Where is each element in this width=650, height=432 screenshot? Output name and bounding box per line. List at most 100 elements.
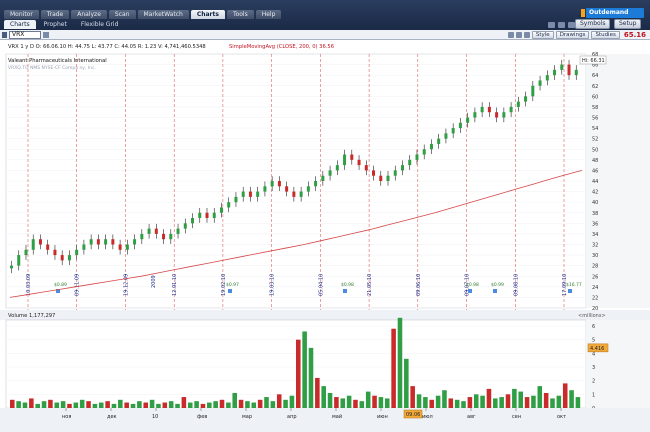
candle-body	[314, 181, 318, 187]
volume-bar	[384, 398, 390, 408]
symbol-input[interactable]: VRX	[9, 31, 41, 39]
candle-body	[89, 239, 93, 245]
volume-bar	[73, 402, 79, 408]
subtab-prophet[interactable]: Prophet	[43, 21, 67, 28]
dividend-label: $0.98	[466, 282, 479, 288]
volume-bar	[245, 401, 250, 408]
volume-bar	[54, 402, 60, 408]
studies-button[interactable]: Studies	[591, 31, 620, 39]
setup-button[interactable]: Setup	[614, 19, 642, 29]
x-tick-label: апр	[287, 414, 297, 420]
subtab-flexible-grid[interactable]: Flexible Grid	[80, 21, 119, 28]
price-tick-label: 44	[592, 179, 598, 185]
candle-body	[212, 212, 216, 219]
primary-tabs: Monitor Trade Analyze Scan MarketWatch Charts…	[4, 10, 283, 19]
x-tick-label: 10	[152, 414, 158, 420]
volume-bar	[118, 399, 123, 408]
grid-icon[interactable]	[568, 22, 575, 28]
dropdown-arrow-icon[interactable]	[43, 32, 49, 38]
candle-body	[567, 64, 571, 76]
volume-tick-label: 1	[592, 392, 595, 398]
volume-bar	[429, 399, 435, 408]
price-and-volume-chart[interactable]: VRX 1 y D O: 66.06.10 H: 44.75 L: 43.77 …	[0, 40, 650, 432]
candle-body	[509, 106, 513, 113]
candle-body	[545, 75, 549, 81]
volume-bar	[251, 402, 257, 408]
last-price: 65.16	[623, 31, 646, 39]
dividend-icon	[468, 289, 472, 293]
top-navigation-bar: Monitor Trade Analyze Scan MarketWatch Charts…	[0, 0, 650, 30]
chart-area[interactable]: VRX 1 y D O: 66.06.10 H: 44.75 L: 43.77 …	[0, 40, 650, 432]
volume-bar	[346, 395, 352, 408]
candle-body	[67, 255, 71, 261]
brand-logo-icon	[581, 9, 585, 17]
style-button[interactable]: Style	[531, 31, 554, 39]
candle-body	[379, 175, 383, 181]
candle-body	[538, 80, 542, 86]
candle-body	[466, 117, 470, 123]
candle-body	[393, 170, 397, 176]
link-icon[interactable]	[558, 22, 565, 28]
volume-bar	[556, 395, 562, 408]
x-tick-label: июн	[377, 414, 388, 420]
tab-scan[interactable]: Scan	[108, 10, 136, 19]
candle-body	[531, 85, 535, 97]
volume-bar	[257, 399, 263, 408]
event-date-label: 17.09.10	[562, 274, 568, 296]
exchange-line: VRXQ.TO NMS NYSE-CF Compa ny, Inc.	[8, 65, 96, 71]
price-tick-label: 62	[592, 84, 598, 90]
volume-bar	[448, 398, 454, 408]
volume-bar	[105, 401, 110, 408]
x-tick-label: дек	[107, 414, 117, 420]
price-tick-label: 30	[592, 253, 598, 259]
volume-bar	[543, 392, 549, 408]
crosshair-icon[interactable]	[515, 32, 522, 38]
subtab-charts[interactable]: Charts	[4, 20, 36, 29]
candle-body	[133, 239, 137, 245]
volume-bar	[276, 394, 282, 408]
tab-analyze[interactable]: Analyze	[71, 10, 107, 19]
candle-body	[386, 175, 390, 181]
candle-body	[343, 154, 347, 166]
volume-bar	[16, 401, 21, 408]
price-tick-label: 46	[592, 168, 598, 174]
volume-bar	[505, 394, 511, 408]
volume-bar	[518, 391, 523, 408]
menu-icon[interactable]	[2, 32, 7, 38]
volume-bar	[435, 395, 441, 408]
price-tick-label: 32	[592, 243, 598, 249]
candle-body	[553, 69, 557, 76]
dividend-label: $0.98	[341, 282, 354, 288]
price-tick-label: 56	[592, 116, 598, 122]
volume-header: Volume 1,177,297	[8, 313, 55, 319]
price-tick-label: 20	[592, 306, 598, 312]
volume-bar	[359, 401, 365, 408]
tab-help[interactable]: Help	[255, 10, 282, 19]
hi-label: Hi: 66.31	[582, 58, 605, 64]
volume-bar	[512, 388, 517, 408]
tab-monitor[interactable]: Monitor	[4, 10, 39, 19]
x-tick-label: окт	[557, 414, 566, 420]
tab-marketwatch[interactable]: MarketWatch	[137, 10, 189, 19]
tab-tools[interactable]: Tools	[226, 10, 254, 19]
volume-bar	[531, 395, 536, 408]
tab-charts[interactable]: Charts	[190, 10, 225, 19]
volume-bar	[207, 402, 212, 408]
layout-icon[interactable]	[548, 22, 555, 28]
symbols-button[interactable]: Symbols	[575, 19, 611, 29]
candle-body	[574, 69, 578, 76]
volume-bar	[537, 386, 543, 408]
drawings-button[interactable]: Drawings	[555, 31, 590, 39]
zoom-icon[interactable]	[507, 32, 514, 38]
draw-icon[interactable]	[523, 32, 530, 38]
x-tick-label: ноя	[62, 414, 71, 420]
price-tick-label: 36	[592, 221, 598, 227]
volume-bar	[334, 397, 339, 408]
volume-bar	[397, 317, 403, 408]
volume-bar	[10, 399, 15, 408]
event-date-label: 19.12.09	[123, 274, 129, 296]
volume-bar	[60, 401, 66, 408]
candle-body	[176, 228, 180, 234]
candle-body	[306, 186, 310, 192]
tab-trade[interactable]: Trade	[40, 10, 70, 19]
